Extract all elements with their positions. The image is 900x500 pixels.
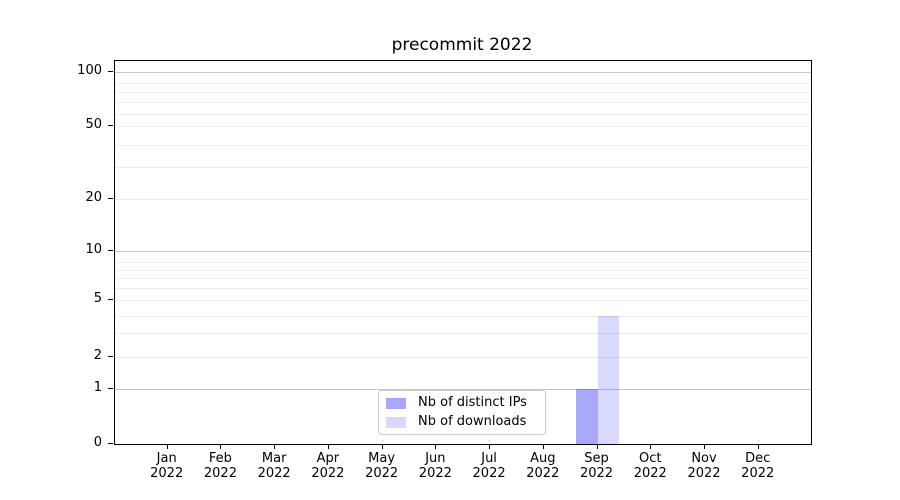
legend-swatch-icon — [386, 416, 406, 428]
legend: Nb of distinct IPs Nb of downloads — [378, 390, 546, 435]
legend-label: Nb of downloads — [418, 414, 527, 429]
gridline-y-70 — [115, 102, 811, 103]
y-tick-20 — [108, 197, 113, 199]
gridline-y-60 — [115, 114, 811, 115]
bar-nb-of-distinct-ips-sep — [576, 389, 598, 444]
x-tick-label-jun: Jun 2022 — [418, 451, 452, 481]
gridline-y-30 — [115, 166, 811, 168]
x-tick-feb — [220, 444, 222, 449]
x-tick-nov — [704, 444, 705, 449]
gridline-y-40 — [115, 144, 811, 146]
x-tick-label-apr: Apr 2022 — [311, 451, 345, 481]
x-tick-label-mar: Mar 2022 — [257, 451, 291, 481]
y-tick-label-5: 5 — [93, 291, 102, 306]
y-tick-label-20: 20 — [85, 189, 102, 205]
gridline-y-9 — [115, 262, 811, 263]
x-tick-label-feb: Feb 2022 — [203, 451, 237, 481]
gridline-y-5 — [115, 300, 811, 301]
y-tick-10 — [108, 250, 113, 251]
x-tick-label-nov: Nov 2022 — [687, 451, 721, 481]
gridline-y-6 — [115, 287, 811, 289]
gridline-y-100 — [115, 71, 811, 73]
bar-nb-of-downloads-sep — [597, 315, 620, 444]
y-tick-100 — [108, 70, 113, 72]
gridline-y-10 — [115, 251, 811, 252]
x-tick-dec — [757, 444, 759, 449]
y-tick-1 — [108, 388, 113, 389]
y-tick-0 — [108, 443, 113, 444]
x-tick-jan — [166, 444, 168, 449]
y-tick-label-0: 0 — [93, 435, 102, 450]
x-tick-label-jul: Jul 2022 — [472, 451, 506, 481]
x-tick-apr — [327, 444, 329, 449]
gridline-y-4 — [115, 315, 811, 317]
x-tick-label-aug: Aug 2022 — [526, 451, 560, 481]
x-tick-sep — [596, 444, 598, 449]
y-tick-label-1: 1 — [93, 380, 102, 395]
x-tick-label-oct: Oct 2022 — [633, 451, 667, 481]
gridline-y-8 — [115, 269, 811, 271]
x-tick-label-sep: Sep 2022 — [579, 451, 614, 481]
plot-area — [114, 60, 812, 445]
gridline-y-2 — [115, 357, 811, 358]
x-tick-label-jan: Jan 2022 — [150, 451, 184, 481]
y-tick-2 — [108, 356, 113, 357]
y-tick-label-2: 2 — [93, 348, 102, 363]
x-tick-jun — [435, 444, 437, 449]
y-tick-label-50: 50 — [85, 117, 102, 132]
x-tick-label-may: May 2022 — [365, 451, 399, 481]
legend-entry-nb-of-downloads: Nb of downloads — [386, 415, 545, 429]
gridline-y-1 — [115, 389, 811, 390]
gridline-y-7 — [115, 278, 811, 279]
x-tick-label-dec: Dec 2022 — [741, 451, 775, 481]
gridline-y-3 — [115, 333, 811, 334]
legend-label: Nb of distinct IPs — [418, 395, 527, 410]
y-tick-label-10: 10 — [85, 242, 102, 257]
chart-title: precommit 2022 — [391, 35, 533, 55]
legend-entry-nb-of-distinct-ips: Nb of distinct IPs — [386, 396, 545, 410]
gridline-y-50 — [115, 126, 811, 127]
gridline-y-90 — [115, 83, 811, 84]
gridline-y-80 — [115, 92, 811, 93]
y-tick-50 — [108, 125, 113, 126]
y-tick-5 — [108, 299, 113, 300]
legend-swatch-icon — [386, 397, 406, 409]
gridline-y-20 — [115, 198, 811, 200]
x-tick-jul — [489, 444, 491, 449]
x-tick-mar — [274, 444, 276, 449]
y-tick-label-100: 100 — [77, 62, 102, 78]
x-tick-aug — [542, 444, 544, 449]
x-tick-oct — [650, 444, 652, 449]
x-tick-may — [381, 444, 383, 449]
